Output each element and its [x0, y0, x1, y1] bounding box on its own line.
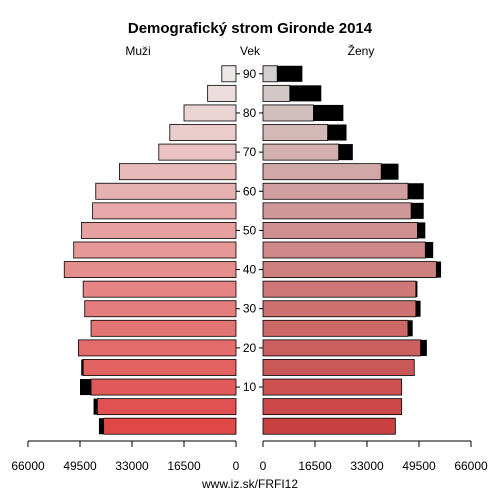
female-surplus-40-44 [436, 261, 442, 278]
age-label: Vek [240, 44, 261, 58]
female-surplus-65-69 [381, 163, 399, 180]
age-tick-label-40: 40 [243, 263, 257, 277]
male-bar-30-34 [84, 300, 237, 318]
male-bar-10-14 [90, 378, 237, 396]
male-bar-5-9 [96, 398, 237, 416]
male-bar-55-59 [92, 202, 237, 220]
male-surplus-15-19 [81, 359, 84, 376]
x-tick-label-right-4: 66000 [454, 459, 488, 473]
female-bar-55-59 [262, 202, 412, 220]
female-bar-70-74 [262, 143, 340, 161]
x-tick-label-right-2: 33000 [350, 459, 384, 473]
age-tick-label-20: 20 [243, 341, 257, 355]
x-tick-label-left-3: 16500 [167, 459, 201, 473]
bars-group [63, 65, 442, 435]
male-label: Muži [125, 44, 150, 58]
female-bar-25-29 [262, 319, 409, 337]
male-surplus-0-4 [98, 418, 104, 435]
female-surplus-90+ [277, 65, 303, 82]
male-bar-35-39 [82, 280, 237, 298]
male-bar-20-24 [78, 339, 237, 357]
female-bar-50-54 [262, 221, 418, 239]
male-bar-60-64 [95, 182, 237, 200]
female-surplus-80-84 [313, 104, 344, 121]
male-bar-45-49 [73, 241, 237, 259]
female-surplus-35-39 [415, 281, 418, 298]
male-bar-75-79 [169, 124, 237, 141]
x-tick-label-right-3: 49500 [402, 459, 436, 473]
male-bar-80-84 [183, 104, 237, 122]
axes-group: 10 20 30 40 50 60 70 80 90 66000 49500 33000 16500 0 0… [11, 67, 488, 473]
female-surplus-85-89 [289, 85, 322, 102]
female-bar-65-69 [262, 163, 382, 181]
male-bar-90+ [221, 65, 237, 83]
female-surplus-25-29 [407, 320, 413, 337]
age-tick-label-90: 90 [243, 67, 257, 81]
female-surplus-75-79 [327, 124, 347, 141]
x-tick-label-left-4: 0 [233, 459, 240, 473]
female-bar-80-84 [262, 104, 314, 122]
female-surplus-50-54 [417, 222, 426, 239]
female-surplus-20-24 [420, 339, 427, 356]
female-bar-40-44 [262, 261, 437, 279]
female-bar-30-34 [262, 300, 417, 318]
age-tick-label-50: 50 [243, 223, 257, 237]
female-bar-10-14 [262, 378, 403, 396]
female-bar-15-19 [262, 359, 415, 376]
female-surplus-70-74 [338, 144, 353, 161]
female-surplus-55-59 [411, 202, 424, 219]
female-bar-75-79 [262, 124, 329, 141]
female-surplus-60-64 [407, 183, 424, 200]
female-bar-20-24 [262, 339, 421, 357]
male-bar-15-19 [82, 359, 237, 376]
female-bar-5-9 [262, 398, 403, 416]
male-bar-25-29 [90, 319, 237, 337]
female-label: Ženy [348, 43, 375, 58]
age-tick-label-70: 70 [243, 145, 257, 159]
x-tick-label-left-2: 33000 [115, 459, 149, 473]
male-surplus-5-9 [93, 398, 98, 415]
female-bar-85-89 [262, 84, 291, 102]
footer-url[interactable]: www.iz.sk/FRFI12 [201, 477, 298, 491]
female-surplus-45-49 [425, 241, 434, 259]
male-bar-85-89 [207, 84, 237, 102]
male-bar-50-54 [81, 221, 237, 239]
male-surplus-10-14 [80, 379, 92, 396]
x-tick-label-right-1: 16500 [298, 459, 332, 473]
age-tick-label-10: 10 [243, 380, 257, 394]
age-tick-label-80: 80 [243, 106, 257, 120]
x-tick-label-left-1: 49500 [63, 459, 97, 473]
female-bar-60-64 [262, 182, 409, 200]
x-tick-label-left-0: 66000 [11, 459, 45, 473]
female-bar-45-49 [262, 241, 426, 259]
age-tick-label-30: 30 [243, 302, 257, 316]
male-bar-40-44 [63, 261, 237, 279]
female-bar-35-39 [262, 280, 417, 298]
female-bar-0-4 [262, 417, 396, 435]
female-bar-90+ [262, 65, 278, 83]
male-bar-65-69 [118, 163, 237, 181]
female-surplus-30-34 [415, 300, 421, 317]
age-tick-label-60: 60 [243, 184, 257, 198]
chart-title: Demografický strom Gironde 2014 [128, 20, 373, 37]
male-bar-70-74 [158, 143, 237, 161]
male-bar-0-4 [103, 417, 237, 435]
x-tick-label-right-0: 0 [260, 459, 267, 473]
